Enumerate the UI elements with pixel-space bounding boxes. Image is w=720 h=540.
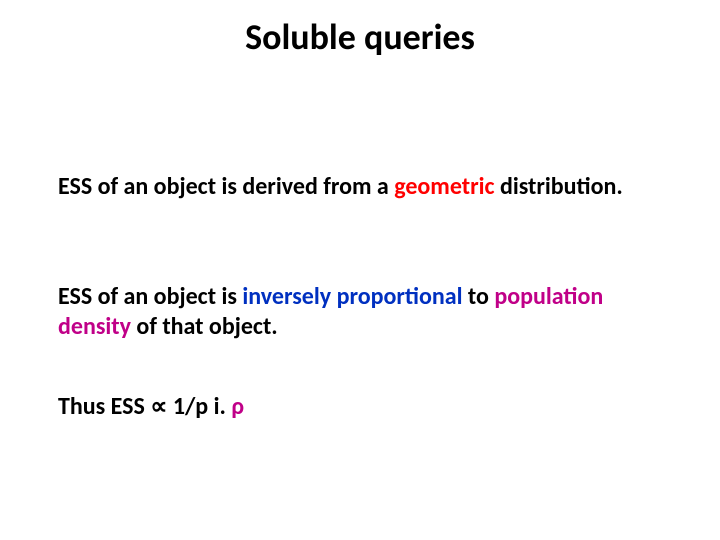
p1-tail: distribution. (495, 172, 623, 201)
proportional-symbol: ∝ (150, 392, 167, 421)
p2-emphasis-inversely-proportional: inversely proportional (242, 282, 462, 311)
p2-mid: to (462, 282, 494, 311)
rho-symbol: ρ (231, 392, 244, 421)
paragraph-1: ESS of an object is derived from a geome… (58, 172, 650, 202)
slide: Soluble queries ESS of an object is deri… (0, 0, 720, 540)
p2-lead: ESS of an object is (58, 282, 242, 311)
p2-tail: of that object. (131, 312, 278, 341)
p1-lead: ESS of an object is derived from a (58, 172, 394, 201)
paragraph-2: ESS of an object is inversely proportion… (58, 282, 650, 342)
paragraph-3: Thus ESS ∝ 1/p i. ρ (58, 392, 650, 422)
p3-lead: Thus ESS (58, 392, 150, 421)
p3-mid: 1/p i. (167, 392, 231, 421)
p1-emphasis-geometric: geometric (394, 172, 494, 201)
slide-title: Soluble queries (0, 18, 720, 58)
